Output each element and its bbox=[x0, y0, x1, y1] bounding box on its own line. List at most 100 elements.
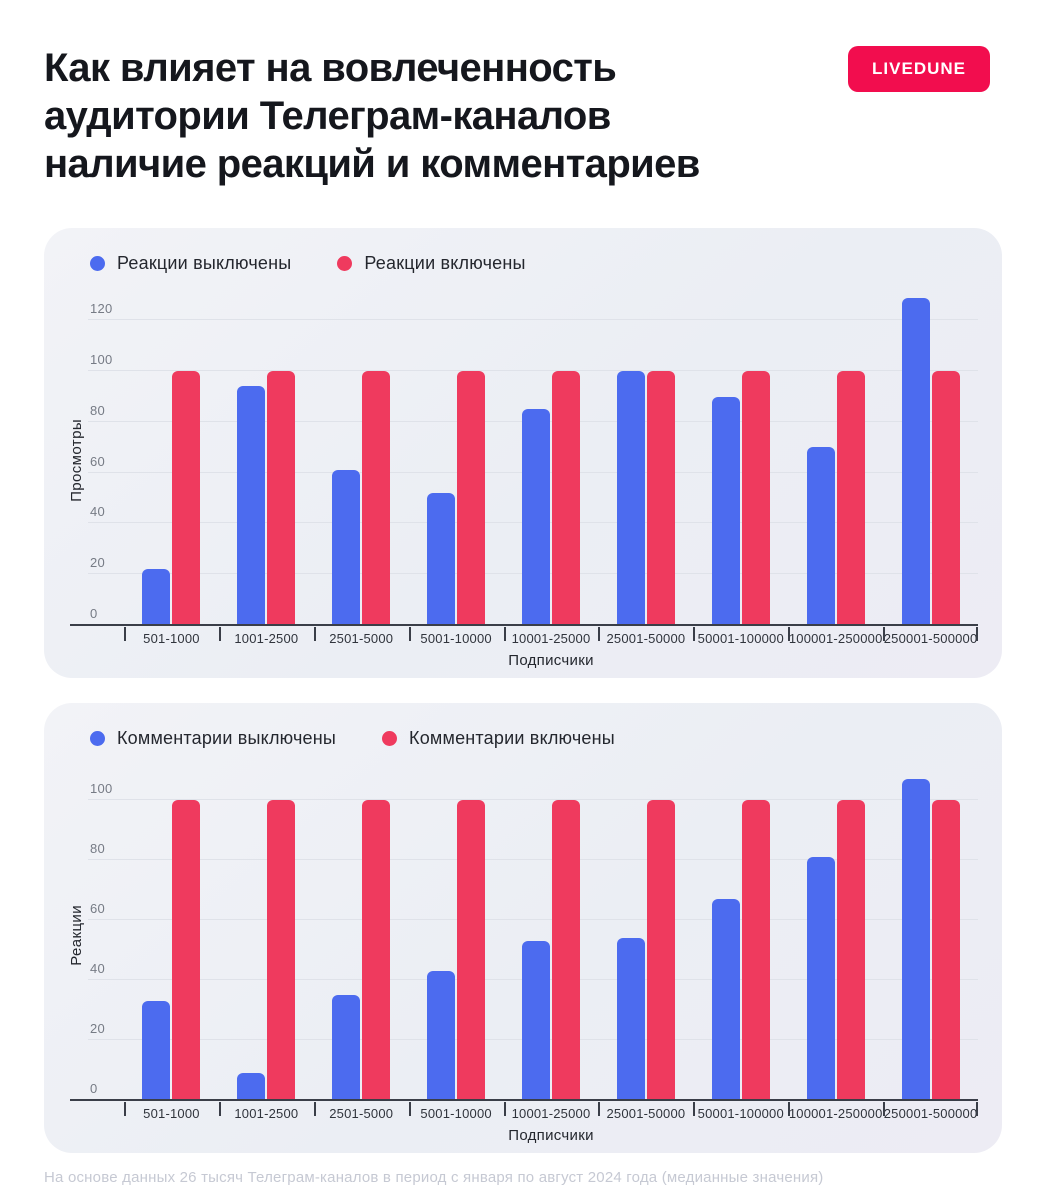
y-tick-label: 120 bbox=[90, 301, 113, 317]
y-axis-title-text: Просмотры bbox=[68, 418, 85, 502]
title-line: наличие реакций и комментариев bbox=[44, 142, 700, 186]
bar-off bbox=[237, 386, 266, 625]
x-tick-cell: 25001-50000 bbox=[598, 1101, 693, 1123]
bar-group bbox=[598, 770, 693, 1100]
plot-area: 0 20 40 60 80 100 120 Просмотры 501-1000 1001-250… bbox=[68, 295, 978, 669]
x-ticks-row: 501-1000 1001-2500 2501-5000 5001-10000 1000… bbox=[124, 626, 978, 648]
bars-region bbox=[124, 295, 978, 625]
bar-off bbox=[522, 409, 550, 625]
x-tick-cell: 501-1000 bbox=[124, 626, 219, 648]
bar-off bbox=[332, 995, 361, 1100]
x-tick-cell: 501-1000 bbox=[124, 1101, 219, 1123]
bar-on bbox=[552, 371, 580, 625]
y-tick-label: 40 bbox=[90, 504, 106, 520]
legend: Комментарии выключены Комментарии включен… bbox=[68, 725, 978, 751]
legend-dot-on-icon bbox=[337, 255, 353, 271]
bar-on bbox=[172, 800, 201, 1100]
page-title: Как влияет на вовлеченность аудитории Те… bbox=[44, 44, 844, 188]
bar-off bbox=[522, 941, 550, 1100]
x-tick-cell: 50001-100000 bbox=[693, 1101, 788, 1123]
y-axis-title: Реакции bbox=[68, 770, 85, 1100]
legend-item: Реакции выключены bbox=[90, 253, 291, 274]
bar-on bbox=[646, 800, 675, 1100]
bar-off bbox=[901, 298, 930, 625]
gridline bbox=[88, 319, 978, 321]
bar-group bbox=[314, 770, 409, 1100]
legend-label: Комментарии выключены bbox=[117, 727, 337, 748]
legend-item: Реакции включены bbox=[337, 253, 525, 274]
x-axis-title: Подписчики bbox=[508, 652, 594, 669]
x-tick-cell: 2501-5000 bbox=[313, 1101, 409, 1123]
x-tick-cell: 1001-2500 bbox=[218, 1101, 314, 1123]
legend-label: Реакции включены bbox=[364, 252, 526, 273]
x-tick-cell: 25001-50000 bbox=[598, 626, 693, 648]
legend-label: Комментарии включены bbox=[409, 727, 615, 748]
bar-on bbox=[836, 800, 865, 1100]
x-tick-cell: 250001-500000 bbox=[883, 1101, 978, 1123]
y-tick-label: 0 bbox=[90, 606, 98, 621]
gridline bbox=[88, 859, 978, 860]
x-tick-cell: 5001-10000 bbox=[408, 626, 504, 648]
bar-off bbox=[711, 899, 740, 1100]
bar-on bbox=[172, 371, 201, 625]
legend-dot-off-icon bbox=[90, 730, 105, 746]
legend-label: Реакции выключены bbox=[117, 252, 292, 273]
bar-on bbox=[931, 371, 960, 625]
bar-off bbox=[332, 470, 361, 625]
gridline bbox=[88, 919, 978, 920]
bar-on bbox=[646, 371, 675, 625]
bar-group bbox=[504, 295, 599, 625]
x-tick-cell: 10001-25000 bbox=[503, 626, 599, 648]
y-tick-label: 80 bbox=[90, 402, 106, 418]
legend-item: Комментарии выключены bbox=[90, 728, 336, 749]
x-tick-cell: 250001-500000 bbox=[883, 626, 978, 648]
bar-group bbox=[124, 770, 219, 1100]
y-tick-label: 100 bbox=[90, 352, 113, 368]
y-tick-label: 80 bbox=[90, 841, 106, 856]
y-axis-title-text: Реакции bbox=[68, 904, 85, 966]
bar-off bbox=[616, 938, 645, 1100]
bar-off bbox=[806, 447, 835, 625]
x-axis-line bbox=[70, 624, 978, 626]
bar-on bbox=[552, 800, 580, 1100]
bar-group bbox=[883, 770, 978, 1100]
y-tick-label: 60 bbox=[90, 901, 106, 916]
bar-group bbox=[409, 295, 504, 625]
y-axis-title: Просмотры bbox=[68, 295, 85, 625]
title-line: Как влияет на вовлеченность bbox=[44, 46, 617, 90]
x-tick-cell: 2501-5000 bbox=[313, 626, 409, 648]
gridline bbox=[88, 799, 978, 800]
y-tick-label: 60 bbox=[90, 453, 106, 469]
bar-on bbox=[836, 371, 865, 625]
chart-card-reactions: Комментарии выключены Комментарии включен… bbox=[44, 703, 1002, 1153]
x-tick-cell: 1001-2500 bbox=[218, 626, 314, 648]
legend-item: Комментарии включены bbox=[382, 728, 615, 749]
bar-on bbox=[267, 371, 296, 625]
bar-group bbox=[219, 770, 314, 1100]
x-axis-title: Подписчики bbox=[508, 1127, 594, 1144]
chart-card-views: Реакции выключены Реакции включены 0 20 40 6… bbox=[44, 228, 1002, 678]
bar-on bbox=[931, 800, 960, 1100]
header: Как влияет на вовлеченность аудитории Те… bbox=[44, 44, 1002, 188]
bar-group bbox=[504, 770, 599, 1100]
footer-note: На основе данных 26 тысяч Телеграм-канал… bbox=[44, 1169, 824, 1186]
bar-group bbox=[219, 295, 314, 625]
bar-off bbox=[901, 779, 930, 1100]
bar-group bbox=[409, 770, 504, 1100]
legend-dot-off-icon bbox=[90, 255, 105, 271]
bar-group bbox=[124, 295, 219, 625]
bar-off bbox=[427, 971, 456, 1100]
bar-group bbox=[693, 295, 788, 625]
bar-on bbox=[362, 371, 391, 625]
bar-on bbox=[362, 800, 391, 1100]
legend-dot-on-icon bbox=[382, 730, 398, 746]
x-ticks-row: 501-1000 1001-2500 2501-5000 5001-10000 1000… bbox=[124, 1101, 978, 1123]
y-tick-label: 20 bbox=[90, 555, 106, 571]
bar-off bbox=[142, 569, 171, 625]
bar-off bbox=[142, 1001, 171, 1100]
x-axis-line bbox=[70, 1099, 978, 1101]
bar-group bbox=[693, 770, 788, 1100]
x-tick-cell: 5001-10000 bbox=[408, 1101, 504, 1123]
x-tick-cell: 100001-250000 bbox=[788, 626, 883, 648]
